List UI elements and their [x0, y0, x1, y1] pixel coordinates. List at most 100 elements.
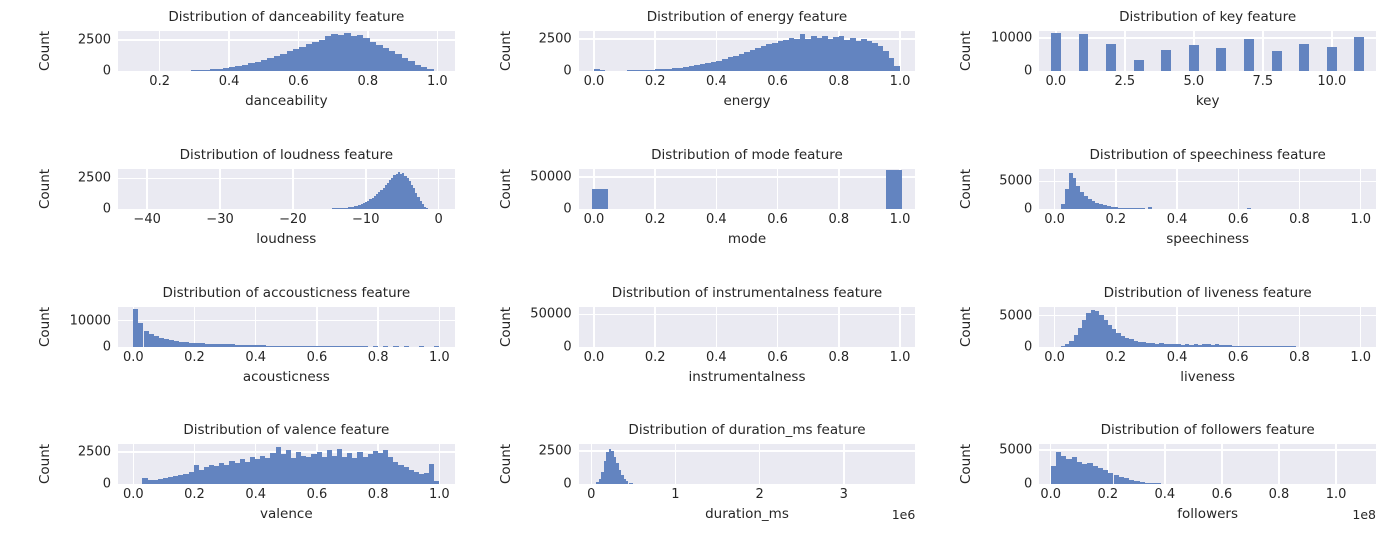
histogram-bar [777, 41, 784, 71]
y-tick-label: 2500 [538, 443, 572, 459]
subplot-title: Distribution of instrumentalness feature [611, 284, 883, 301]
x-tick-label: 3 [839, 487, 848, 503]
histogram-bar [318, 39, 325, 71]
histogram-bar [152, 479, 158, 485]
gridline-horizontal [578, 38, 916, 40]
histogram-bar [265, 458, 271, 485]
histogram-bar [337, 34, 345, 71]
gridline-vertical [1124, 31, 1126, 71]
histogram-bar [601, 471, 604, 485]
gridline-vertical [654, 168, 656, 209]
x-tick-label: 0.6 [1211, 487, 1233, 503]
histogram-bar [216, 68, 223, 71]
x-tick-label: 0.6 [767, 74, 788, 89]
histogram-bar [143, 330, 149, 347]
x-axis-label: key [1195, 93, 1220, 109]
histogram-bar [352, 458, 358, 485]
x-tick-label: 0.0 [1044, 211, 1065, 227]
histogram-bar [1160, 483, 1166, 485]
x-axis-label: liveness [1180, 368, 1236, 385]
x-axis-label-row: instrumentalness [579, 369, 916, 391]
histogram-bar [354, 206, 357, 209]
y-tick-label: 5000 [999, 442, 1033, 458]
histogram-bar [147, 480, 153, 485]
histogram-bar [1185, 344, 1190, 347]
x-tick-label: 0.6 [306, 349, 328, 365]
histogram-bar [203, 69, 210, 71]
histogram-bar [395, 54, 402, 71]
y-tick-label: 0 [1024, 63, 1033, 79]
plot-area [578, 31, 916, 71]
x-axis-label: acousticness [242, 368, 330, 385]
histogram-bar [1172, 343, 1177, 347]
histogram-bar [290, 458, 297, 485]
gridline-vertical [219, 168, 221, 209]
x-tick-labels: 0 1 2 3 [579, 484, 916, 506]
y-tick-label: 0 [1024, 201, 1033, 217]
x-tick-label: 0 [434, 211, 443, 227]
gridline-vertical [193, 444, 196, 485]
subplot-danceability: Count 0 2500 Distribution of danceability f… [0, 0, 461, 138]
y-axis-label: Count [958, 30, 975, 72]
gridline-vertical [377, 306, 379, 347]
histogram-bar [1084, 196, 1088, 209]
y-axis-label: Count [958, 306, 975, 347]
histogram-bar [1114, 207, 1119, 209]
y-tick-labels: 0 2500 [56, 31, 118, 77]
histogram-bar [235, 345, 241, 347]
x-tick-label: 0.6 [767, 349, 788, 365]
histogram-bar [345, 207, 348, 209]
histogram-bar [1076, 186, 1081, 209]
histogram-bar [214, 465, 220, 485]
gridline-vertical [590, 444, 593, 485]
subplot-speechiness: Count 0 5000 Distribution of speechiness fe… [921, 138, 1382, 276]
x-tick-label: 1.0 [426, 74, 448, 89]
x-tick-label: 0.2 [184, 487, 205, 503]
gridline-vertical [158, 31, 161, 71]
y-tick-label: 0 [102, 339, 111, 354]
x-tick-labels: 0.2 0.4 0.6 0.8 1.0 [118, 71, 455, 93]
x-tick-label: 10.0 [1317, 74, 1347, 89]
histogram-bar [682, 67, 689, 71]
gridline-vertical [654, 31, 656, 71]
histogram-bar [377, 453, 384, 485]
histogram-bar [414, 64, 422, 71]
histogram-bar [1197, 344, 1203, 347]
histogram-bar [209, 343, 215, 347]
x-tick-label: 1.0 [429, 487, 450, 503]
subplot-title: Distribution of key feature [1119, 9, 1297, 25]
histogram-bar [408, 61, 415, 71]
x-tick-label: 0.6 [1227, 349, 1249, 365]
gridline-vertical [838, 306, 840, 347]
x-tick-label: 0.2 [1097, 487, 1119, 503]
histogram-bar [1155, 343, 1160, 347]
gridline-vertical [438, 444, 441, 485]
histogram-bar [1118, 207, 1122, 209]
histogram-bar [367, 454, 373, 485]
histogram-bar [1125, 207, 1130, 209]
x-axis-label: valence [260, 506, 313, 523]
histogram-bar [244, 462, 250, 485]
gridline-vertical [132, 444, 135, 485]
histogram-bar [372, 451, 378, 485]
x-tick-labels: 0.0 0.2 0.4 0.6 0.8 1.0 [1039, 347, 1376, 369]
histogram-bar [855, 40, 862, 71]
gridline-horizontal [1039, 314, 1376, 317]
histogram-bar [626, 481, 629, 485]
x-axis-label-row: valence [118, 506, 455, 528]
histogram-bar [241, 64, 249, 71]
histogram-bar [393, 462, 399, 485]
x-tick-label: 0.4 [1154, 487, 1176, 503]
histogram-bar [603, 460, 607, 485]
gridline-vertical [1359, 168, 1362, 209]
histogram-bar [1091, 201, 1096, 209]
histogram-bar [249, 456, 256, 485]
histogram-bar [1159, 343, 1164, 347]
subplot-followers: Count 0 5000 Distribution of followers feat… [921, 413, 1382, 551]
histogram-bar [301, 455, 307, 485]
histogram-bar [138, 323, 144, 347]
histogram-bar [406, 178, 409, 209]
histogram-bar [1271, 51, 1282, 71]
histogram-bar [1123, 478, 1130, 485]
gridline-vertical [654, 306, 656, 347]
